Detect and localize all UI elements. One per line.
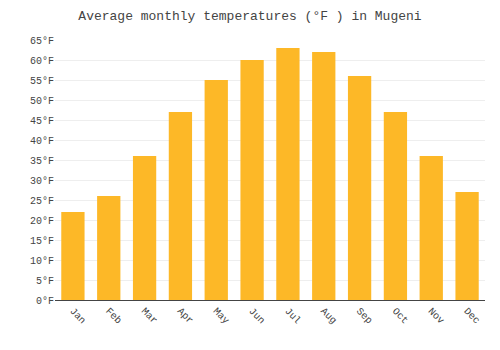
svg-text:Average monthly temperatures (: Average monthly temperatures (°F ) in Mu…: [78, 9, 421, 24]
svg-text:15°F: 15°F: [30, 236, 54, 247]
svg-text:65°F: 65°F: [30, 36, 54, 47]
svg-text:45°F: 45°F: [30, 116, 54, 127]
svg-text:Jan: Jan: [67, 306, 88, 327]
svg-text:50°F: 50°F: [30, 96, 54, 107]
svg-text:25°F: 25°F: [30, 196, 54, 207]
svg-text:Jun: Jun: [246, 306, 267, 327]
svg-text:Apr: Apr: [175, 306, 196, 327]
svg-text:20°F: 20°F: [30, 216, 54, 227]
svg-text:10°F: 10°F: [30, 256, 54, 267]
svg-text:Feb: Feb: [103, 306, 124, 327]
svg-text:Aug: Aug: [318, 306, 339, 327]
svg-text:0°F: 0°F: [36, 296, 54, 307]
svg-text:5°F: 5°F: [36, 276, 54, 287]
svg-text:May: May: [211, 306, 232, 327]
svg-text:Dec: Dec: [461, 306, 482, 327]
svg-text:55°F: 55°F: [30, 76, 54, 87]
svg-text:Oct: Oct: [390, 306, 411, 327]
svg-text:Mar: Mar: [139, 306, 160, 327]
svg-text:30°F: 30°F: [30, 176, 54, 187]
svg-text:Nov: Nov: [426, 306, 447, 327]
svg-text:Jul: Jul: [282, 306, 303, 327]
svg-text:Sep: Sep: [354, 306, 375, 327]
svg-text:60°F: 60°F: [30, 56, 54, 67]
svg-text:40°F: 40°F: [30, 136, 54, 147]
svg-text:35°F: 35°F: [30, 156, 54, 167]
